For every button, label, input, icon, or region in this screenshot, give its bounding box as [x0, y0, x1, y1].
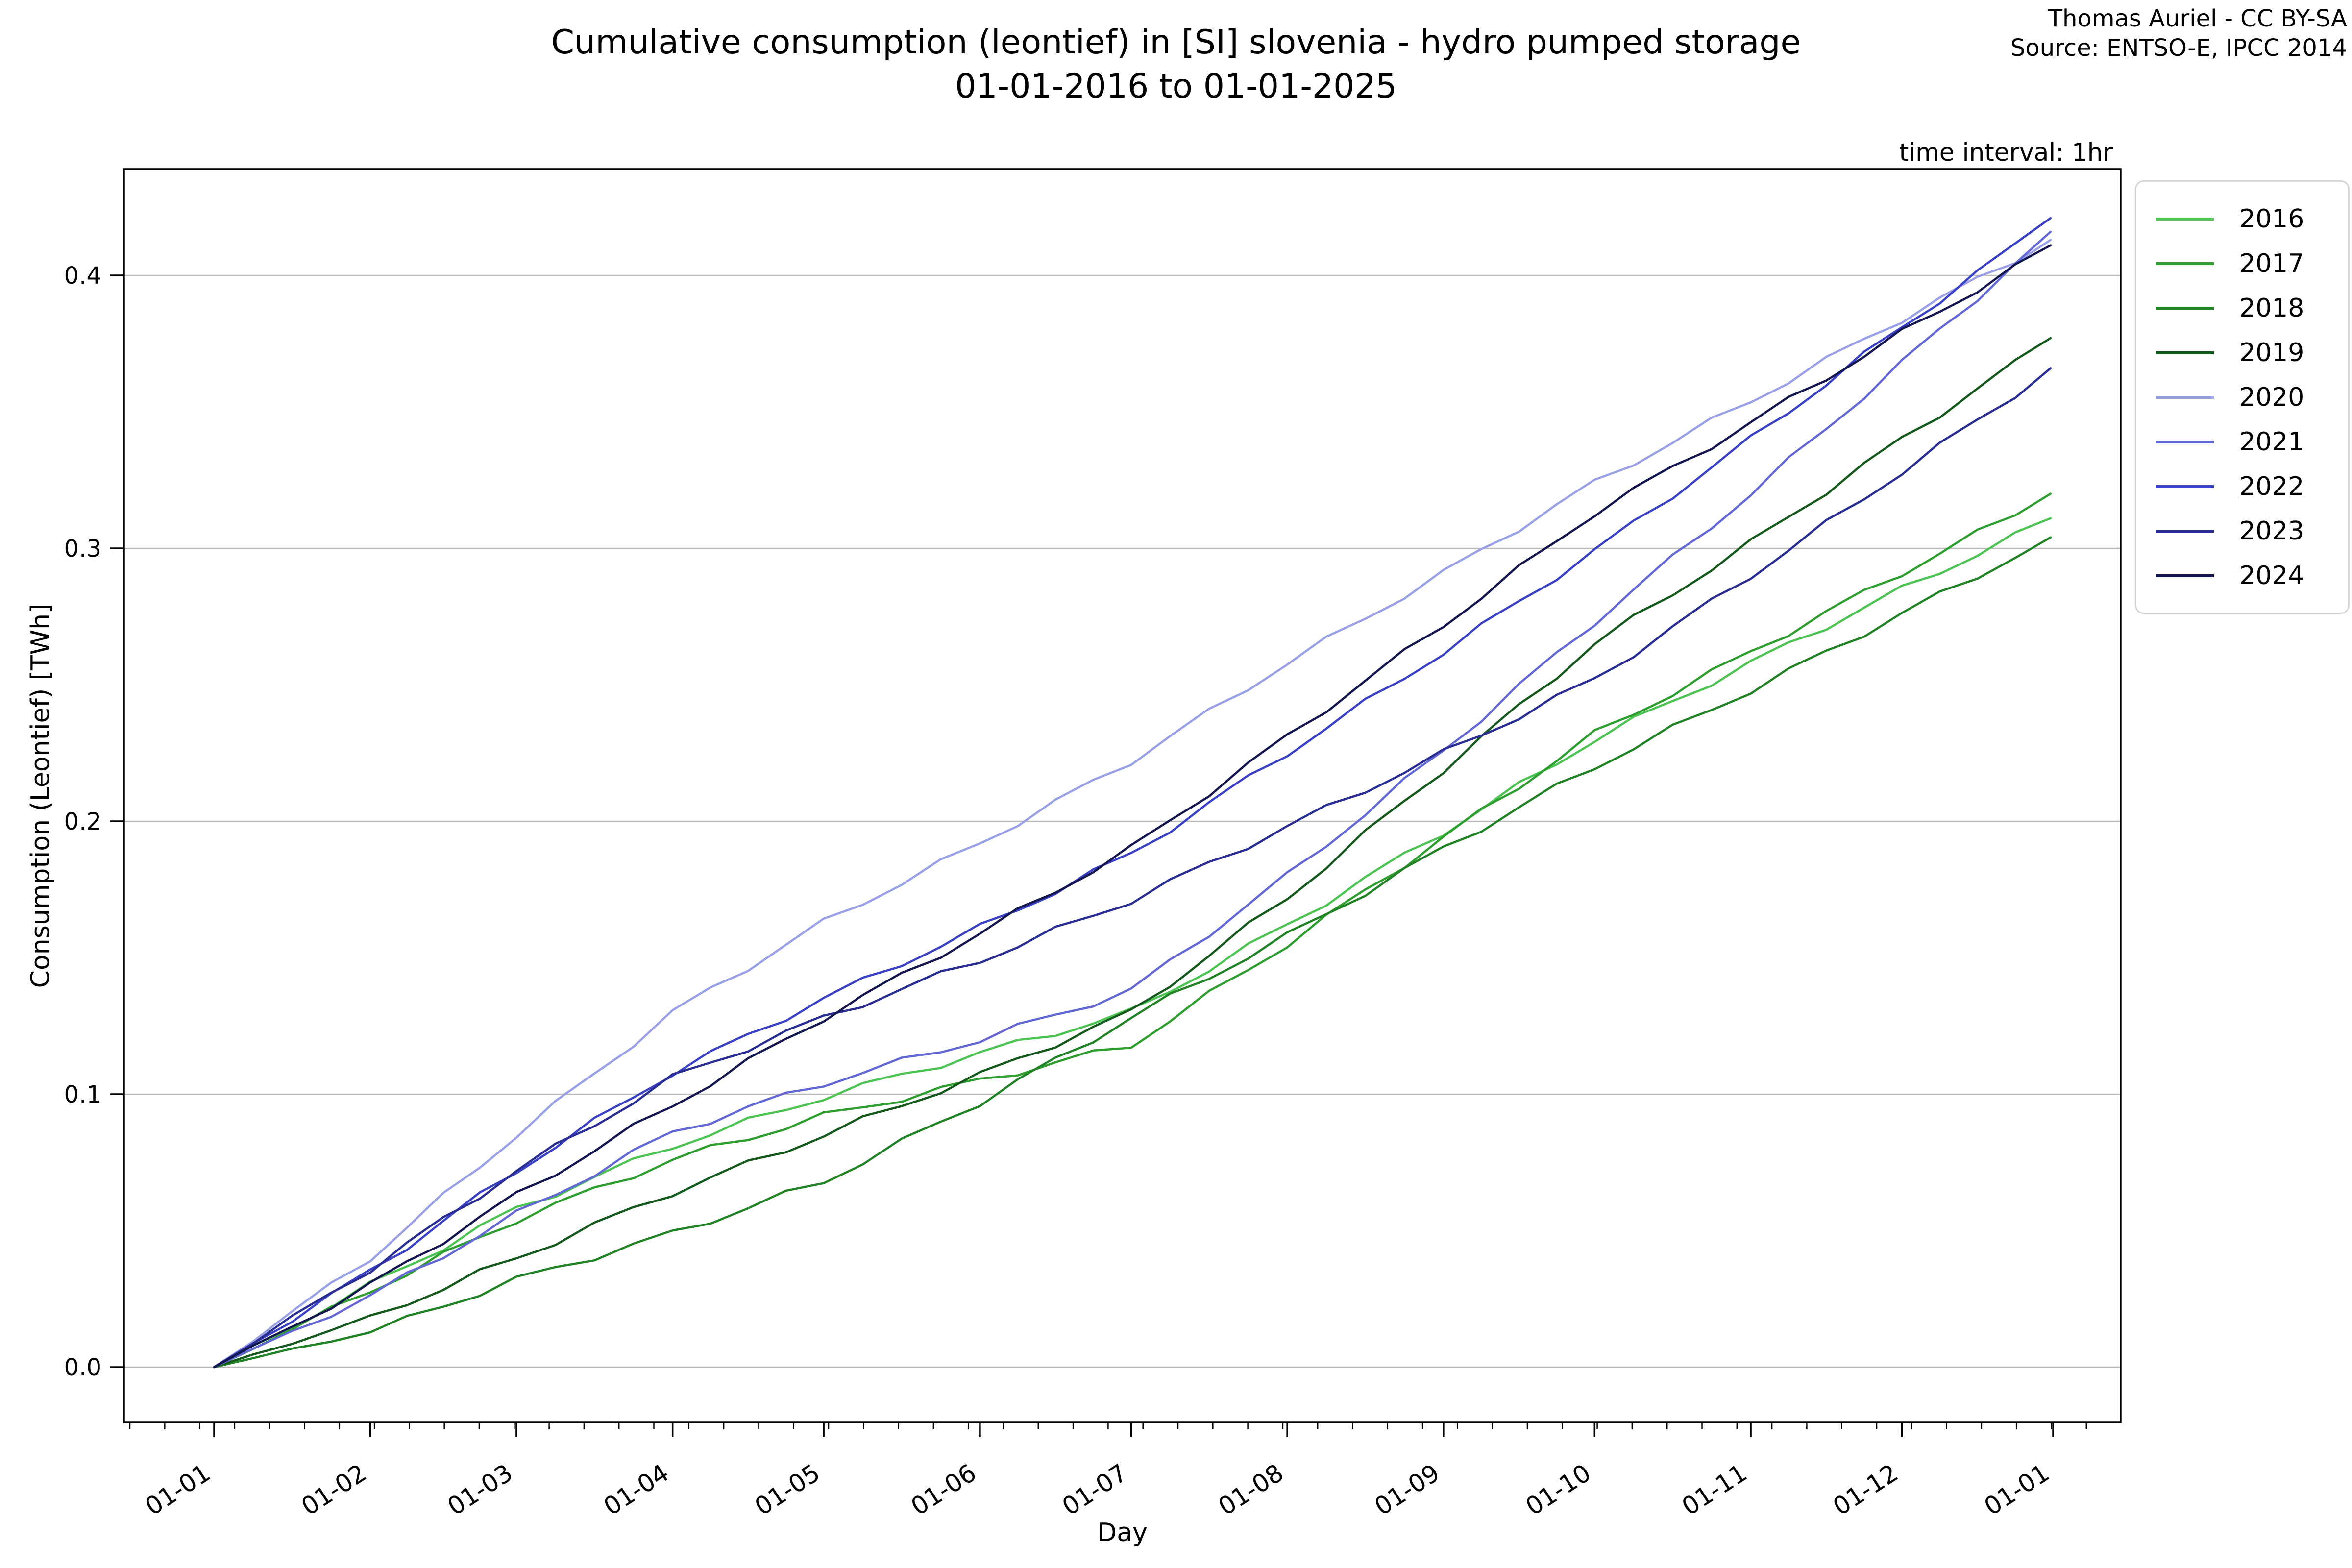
time-interval-note: time interval: 1hr — [1899, 138, 2113, 167]
legend-label-2018: 2018 — [2239, 293, 2304, 323]
legend-item-2021: 2021 — [2156, 419, 2331, 464]
series-line-2018 — [213, 536, 2052, 1369]
legend-item-2022: 2022 — [2156, 464, 2331, 509]
y-tick-label-0.2: 0.2 — [64, 808, 101, 835]
chart-title-line1: Cumulative consumption (leontief) in [SI… — [551, 23, 1801, 62]
legend-label-2021: 2021 — [2239, 427, 2304, 457]
x-tick-label-4: 01-05 — [750, 1458, 825, 1521]
attribution-author: Thomas Auriel - CC BY-SA — [2048, 5, 2347, 32]
legend-item-2020: 2020 — [2156, 375, 2331, 419]
x-tick-label-8: 01-09 — [1370, 1458, 1445, 1521]
x-tick-label-9: 01-10 — [1520, 1458, 1595, 1521]
legend-line-swatch-2023 — [2156, 529, 2214, 533]
series-line-2019 — [213, 337, 2052, 1369]
legend-box: 2016 2017 2018 2019 2020 2021 2022 2023 2024 — [2135, 180, 2350, 614]
legend-line-swatch-2019 — [2156, 351, 2214, 354]
legend-label-2022: 2022 — [2239, 471, 2304, 501]
x-tick-label-10: 01-11 — [1677, 1458, 1752, 1521]
legend-item-2023: 2023 — [2156, 509, 2331, 553]
legend-line-swatch-2018 — [2156, 306, 2214, 310]
legend-label-2024: 2024 — [2239, 561, 2304, 590]
series-line-2024 — [213, 244, 2052, 1369]
legend-item-2018: 2018 — [2156, 286, 2331, 330]
legend-line-swatch-2020 — [2156, 395, 2214, 399]
legend-line-swatch-2016 — [2156, 217, 2214, 220]
attribution: Thomas Auriel - CC BY-SA Source: ENTSO-E… — [2010, 4, 2347, 63]
chart-title: Cumulative consumption (leontief) in [SI… — [0, 21, 2352, 109]
x-tick-label-0: 01-01 — [140, 1458, 215, 1521]
legend-line-swatch-2017 — [2156, 262, 2214, 265]
x-tick-label-3: 01-04 — [599, 1458, 674, 1521]
legend-line-swatch-2024 — [2156, 574, 2214, 577]
x-tick-label-2: 01-03 — [442, 1458, 517, 1521]
legend-label-2020: 2020 — [2239, 382, 2304, 412]
plot-border — [123, 168, 2122, 1423]
x-tick-label-1: 01-02 — [296, 1458, 371, 1521]
x-tick-label-6: 01-07 — [1057, 1458, 1132, 1521]
legend-label-2017: 2017 — [2239, 248, 2304, 278]
y-tick-label-0.0: 0.0 — [64, 1354, 101, 1381]
attribution-source: Source: ENTSO-E, IPCC 2014 — [2010, 34, 2347, 62]
y-tick-label-0.1: 0.1 — [64, 1081, 101, 1108]
legend-item-2019: 2019 — [2156, 330, 2331, 375]
legend-label-2019: 2019 — [2239, 338, 2304, 368]
series-line-2022 — [213, 217, 2052, 1369]
series-line-2016 — [213, 517, 2052, 1369]
legend-item-2016: 2016 — [2156, 196, 2331, 241]
y-tick-label-0.3: 0.3 — [64, 535, 101, 563]
y-tick-label-0.4: 0.4 — [64, 262, 101, 290]
x-tick-label-7: 01-08 — [1213, 1458, 1288, 1521]
series-line-2020 — [213, 239, 2052, 1369]
x-tick-label-11: 01-12 — [1828, 1458, 1903, 1521]
legend-label-2016: 2016 — [2239, 204, 2304, 234]
x-tick-label-5: 01-06 — [906, 1458, 981, 1521]
x-axis-label: Day — [1097, 1518, 1148, 1547]
series-line-2021 — [213, 230, 2052, 1369]
legend-label-2023: 2023 — [2239, 516, 2304, 546]
legend-item-2017: 2017 — [2156, 241, 2331, 286]
legend-line-swatch-2021 — [2156, 440, 2214, 443]
legend-item-2024: 2024 — [2156, 553, 2331, 598]
x-tick-label-12: 01-01 — [1979, 1458, 2054, 1521]
chart-title-line2: 01-01-2016 to 01-01-2025 — [955, 67, 1397, 106]
series-line-2023 — [213, 367, 2052, 1369]
legend-line-swatch-2022 — [2156, 485, 2214, 488]
series-line-2017 — [213, 492, 2052, 1369]
